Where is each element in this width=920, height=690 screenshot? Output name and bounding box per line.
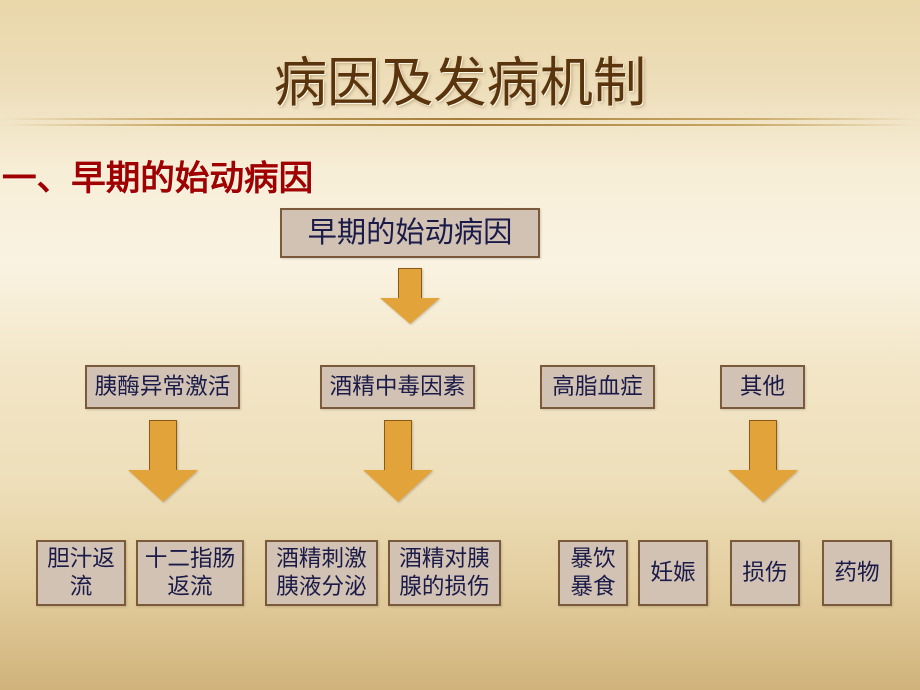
arrow-mid2-down	[363, 420, 433, 502]
node-root-label: 早期的始动病因	[308, 215, 513, 252]
arrow-mid4-down	[728, 420, 798, 502]
node-leaf-6: 妊娠	[638, 540, 708, 606]
title-rule-2	[0, 124, 920, 126]
arrow-root-down	[380, 268, 440, 324]
node-leaf-4-label: 酒精对胰腺的损伤	[399, 545, 489, 602]
node-leaf-1: 胆汁返流	[36, 540, 126, 606]
node-leaf-4: 酒精对胰腺的损伤	[388, 540, 501, 606]
node-mid-1-label: 胰酶异常激活	[95, 373, 231, 401]
page-title: 病因及发病机制	[0, 40, 920, 117]
title-rule-1	[0, 118, 920, 120]
node-mid-3: 高脂血症	[540, 365, 655, 409]
section-subtitle: 一、早期的始动病因	[2, 150, 313, 200]
node-leaf-8-label: 药物	[834, 559, 879, 587]
node-mid-2: 酒精中毒因素	[320, 365, 475, 409]
node-leaf-5: 暴饮暴食	[558, 540, 628, 606]
node-leaf-7: 损伤	[730, 540, 800, 606]
node-mid-4-label: 其他	[740, 373, 785, 401]
node-leaf-2: 十二指肠返流	[136, 540, 244, 606]
node-leaf-6-label: 妊娠	[650, 559, 695, 587]
node-leaf-7-label: 损伤	[742, 559, 787, 587]
node-leaf-5-label: 暴饮暴食	[570, 545, 615, 602]
node-mid-3-label: 高脂血症	[552, 373, 642, 401]
node-leaf-1-label: 胆汁返流	[47, 545, 115, 602]
node-leaf-3-label: 酒精刺激胰液分泌	[276, 545, 366, 602]
node-root: 早期的始动病因	[280, 208, 540, 258]
node-mid-2-label: 酒精中毒因素	[330, 373, 466, 401]
node-leaf-3: 酒精刺激胰液分泌	[265, 540, 378, 606]
node-mid-1: 胰酶异常激活	[85, 365, 240, 409]
arrow-mid1-down	[128, 420, 198, 502]
node-leaf-2-label: 十二指肠返流	[145, 545, 235, 602]
node-leaf-8: 药物	[822, 540, 892, 606]
node-mid-4: 其他	[720, 365, 805, 409]
